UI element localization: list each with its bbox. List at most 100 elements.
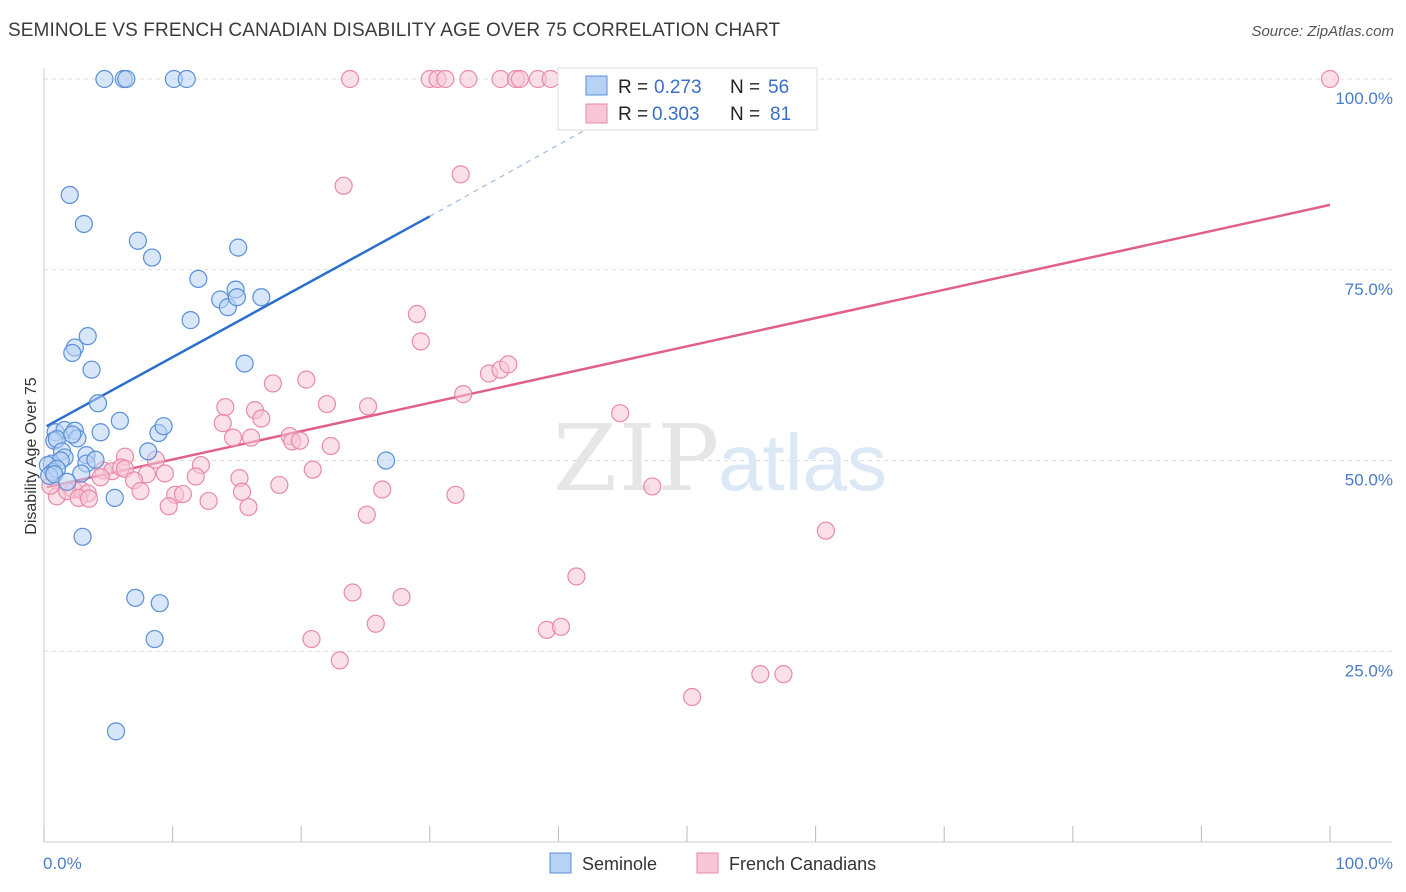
- point-seminole-6: [74, 214, 93, 234]
- series-legend: Seminole French Canadians: [549, 852, 876, 874]
- point-french-canadians-63: [232, 482, 252, 501]
- point-french-canadians-5: [491, 69, 510, 89]
- point-seminole-14: [227, 288, 246, 307]
- point-french-canadians-65: [159, 497, 178, 516]
- point-seminole-0: [95, 69, 114, 89]
- correlation-legend: R = 0.273 N = 56 R = 0.303 N = 81: [557, 67, 818, 131]
- legend-n-value-seminole: 56: [768, 77, 789, 98]
- point-seminole-51: [126, 588, 145, 607]
- point-french-canadians-64: [446, 485, 465, 504]
- point-french-canadians-30: [241, 428, 261, 447]
- point-seminole-7: [128, 231, 147, 250]
- point-seminole-2: [117, 69, 136, 89]
- point-french-canadians-42: [155, 464, 174, 483]
- point-french-canadians-22: [216, 397, 235, 417]
- series-legend-swatch-seminole: [549, 852, 572, 874]
- trend-line-seminole: [45, 215, 431, 428]
- point-french-canadians-18: [499, 355, 518, 374]
- legend-swatch-seminole: [585, 75, 608, 96]
- point-french-canadians-20: [263, 374, 283, 393]
- point-french-canadians-62: [199, 491, 218, 511]
- legend-r-label-french: R =: [618, 104, 648, 125]
- y-tick-label-100: 100.0%: [1335, 89, 1393, 108]
- y-tick-label-50: 50.0%: [1345, 471, 1393, 490]
- point-french-canadians-75: [551, 617, 571, 636]
- point-french-canadians-21: [454, 385, 473, 404]
- x-tick-label-max: 100.0%: [1335, 854, 1393, 873]
- point-seminole-39: [86, 450, 105, 469]
- point-french-canadians-58: [79, 489, 99, 508]
- point-french-canadians-3: [436, 69, 455, 89]
- point-french-canadians-72: [392, 587, 411, 607]
- point-french-canadians-43: [303, 460, 322, 479]
- point-french-canadians-78: [751, 665, 770, 684]
- point-french-canadians-47: [91, 468, 110, 487]
- point-seminole-53: [145, 629, 164, 649]
- point-french-canadians-79: [774, 665, 793, 684]
- chart-title: SEMINOLE VS FRENCH CANADIAN DISABILITY A…: [8, 20, 781, 41]
- point-french-canadians-54: [643, 477, 662, 496]
- point-french-canadians-53: [373, 480, 392, 499]
- y-tick-label-25: 25.0%: [1345, 661, 1393, 680]
- legend-n-label-french: N =: [730, 104, 760, 125]
- point-french-canadians-14: [407, 304, 427, 324]
- point-french-canadians-52: [270, 475, 289, 495]
- trend-lines: [45, 101, 1331, 489]
- source-label: Source: ZipAtlas.com: [1251, 23, 1394, 40]
- point-seminole-19: [63, 343, 82, 363]
- y-tick-labels: 25.0% 50.0% 75.0% 100.0%: [1335, 89, 1393, 680]
- legend-n-value-french: 81: [770, 104, 791, 125]
- grid-lines: [44, 78, 1392, 652]
- point-french-canadians-12: [334, 176, 353, 195]
- point-seminole-29: [154, 417, 173, 436]
- point-french-canadians-76: [302, 629, 321, 649]
- point-french-canadians-61: [173, 484, 192, 504]
- point-seminole-22: [88, 394, 108, 413]
- point-french-canadians-27: [252, 409, 271, 428]
- point-seminole-17: [78, 327, 97, 346]
- point-french-canadians-0: [340, 69, 360, 89]
- point-french-canadians-66: [239, 497, 258, 517]
- point-french-canadians-33: [290, 431, 310, 450]
- y-tick-label-75: 75.0%: [1345, 280, 1393, 299]
- point-seminole-55: [63, 425, 82, 444]
- point-french-canadians-11: [1320, 69, 1340, 89]
- point-seminole-16: [181, 311, 200, 330]
- point-french-canadians-59: [131, 481, 150, 501]
- series-legend-swatch-french: [696, 852, 719, 874]
- point-seminole-47: [58, 472, 77, 491]
- legend-swatch-french: [585, 103, 608, 124]
- point-seminole-10: [189, 269, 208, 289]
- point-french-canadians-9: [541, 69, 560, 89]
- point-french-canadians-13: [451, 165, 470, 184]
- point-french-canadians-25: [358, 397, 378, 416]
- point-seminole-44: [72, 464, 91, 483]
- point-french-canadians-28: [213, 414, 232, 433]
- point-french-canadians-71: [343, 583, 362, 602]
- point-french-canadians-80: [683, 687, 702, 707]
- point-seminole-15: [252, 288, 271, 307]
- point-french-canadians-7: [510, 69, 529, 89]
- point-seminole-23: [110, 411, 129, 430]
- point-seminole-27: [91, 423, 110, 442]
- y-axis-label: Disability Age Over 75: [23, 377, 40, 535]
- point-french-canadians-77: [330, 651, 349, 670]
- point-seminole-5: [60, 185, 79, 205]
- series-legend-label-seminole: Seminole: [582, 854, 657, 874]
- point-seminole-49: [376, 451, 396, 470]
- point-french-canadians-29: [223, 428, 243, 447]
- series-legend-label-french: French Canadians: [729, 854, 876, 874]
- point-seminole-8: [142, 248, 162, 267]
- trend-line-french-canadians: [46, 203, 1331, 489]
- watermark: ZIP atlas: [553, 405, 887, 512]
- point-french-canadians-70: [567, 567, 586, 586]
- legend-r-value-french: 0.303: [652, 104, 700, 125]
- point-french-canadians-68: [816, 521, 835, 540]
- point-seminole-40: [139, 442, 158, 461]
- x-tick-label-min: 0.0%: [43, 854, 82, 873]
- point-french-canadians-67: [357, 505, 376, 524]
- point-seminole-48: [105, 488, 124, 507]
- point-seminole-21: [235, 354, 254, 373]
- point-french-canadians-19: [297, 370, 316, 389]
